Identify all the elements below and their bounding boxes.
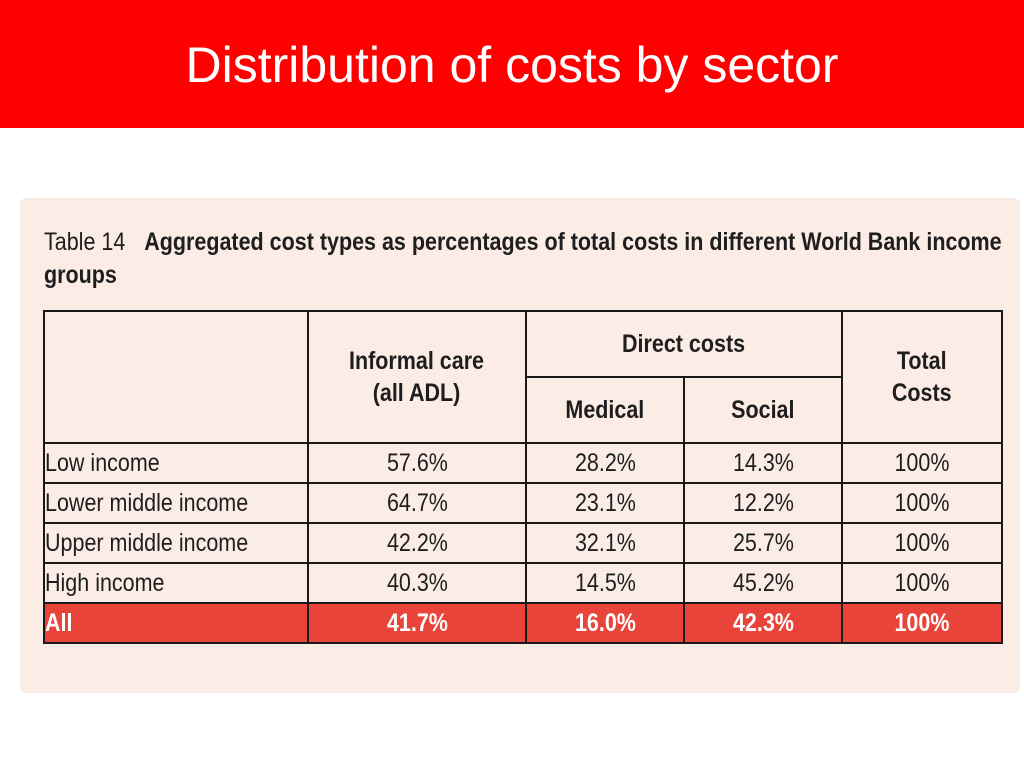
row-label: High income <box>43 562 309 604</box>
cell-total: 100% <box>841 482 1003 524</box>
cell-medical: 14.5% <box>525 562 685 604</box>
total-cell-total: 100% <box>841 602 1003 644</box>
table-subheader-row: Medical Social <box>44 376 1002 444</box>
table-caption: Table 14 Aggregated cost types as percent… <box>44 226 1020 292</box>
cost-table: Informal care (all ADL) Direct costs Tota… <box>43 310 1003 644</box>
header-informal-care: Informal care (all ADL) <box>307 310 527 444</box>
cell-medical: 23.1% <box>525 482 685 524</box>
header-direct-costs: Direct costs <box>525 310 843 378</box>
table-caption-text: Aggregated cost types as percentages of … <box>44 228 1002 289</box>
total-cell-informal: 41.7% <box>307 602 527 644</box>
table-total-row: All 41.7% 16.0% 42.3% 100% <box>43 602 1003 644</box>
cell-medical: 32.1% <box>525 522 685 564</box>
table-number: Table 14 <box>44 228 126 256</box>
cell-informal: 42.2% <box>307 522 527 564</box>
row-label: Low income <box>43 442 309 484</box>
cell-informal: 57.6% <box>307 442 527 484</box>
cell-total: 100% <box>841 442 1003 484</box>
table-header-row: Informal care (all ADL) Direct costs Tota… <box>43 310 1003 444</box>
table-row: Lower middle income 64.7% 23.1% 12.2% 10… <box>43 482 1003 524</box>
cell-total: 100% <box>841 522 1003 564</box>
total-cell-social: 42.3% <box>683 602 843 644</box>
table-row: High income 40.3% 14.5% 45.2% 100% <box>43 562 1003 604</box>
cell-total: 100% <box>841 562 1003 604</box>
cell-social: 14.3% <box>683 442 843 484</box>
cell-social: 25.7% <box>683 522 843 564</box>
cell-social: 12.2% <box>683 482 843 524</box>
cell-informal: 64.7% <box>307 482 527 524</box>
title-bar <box>0 0 1024 128</box>
header-medical: Medical <box>525 376 685 444</box>
cell-medical: 28.2% <box>525 442 685 484</box>
table-row: Upper middle income 42.2% 32.1% 25.7% 10… <box>43 522 1003 564</box>
total-row-label: All <box>43 602 309 644</box>
row-label: Upper middle income <box>43 522 309 564</box>
table-row: Low income 57.6% 28.2% 14.3% 100% <box>43 442 1003 484</box>
total-cell-medical: 16.0% <box>525 602 685 644</box>
cell-informal: 40.3% <box>307 562 527 604</box>
slide-title: Distribution of costs by sector <box>185 37 839 93</box>
header-social: Social <box>683 376 843 444</box>
header-total-costs: Total Costs <box>841 310 1003 444</box>
row-label: Lower middle income <box>43 482 309 524</box>
cell-social: 45.2% <box>683 562 843 604</box>
header-blank <box>43 310 309 444</box>
